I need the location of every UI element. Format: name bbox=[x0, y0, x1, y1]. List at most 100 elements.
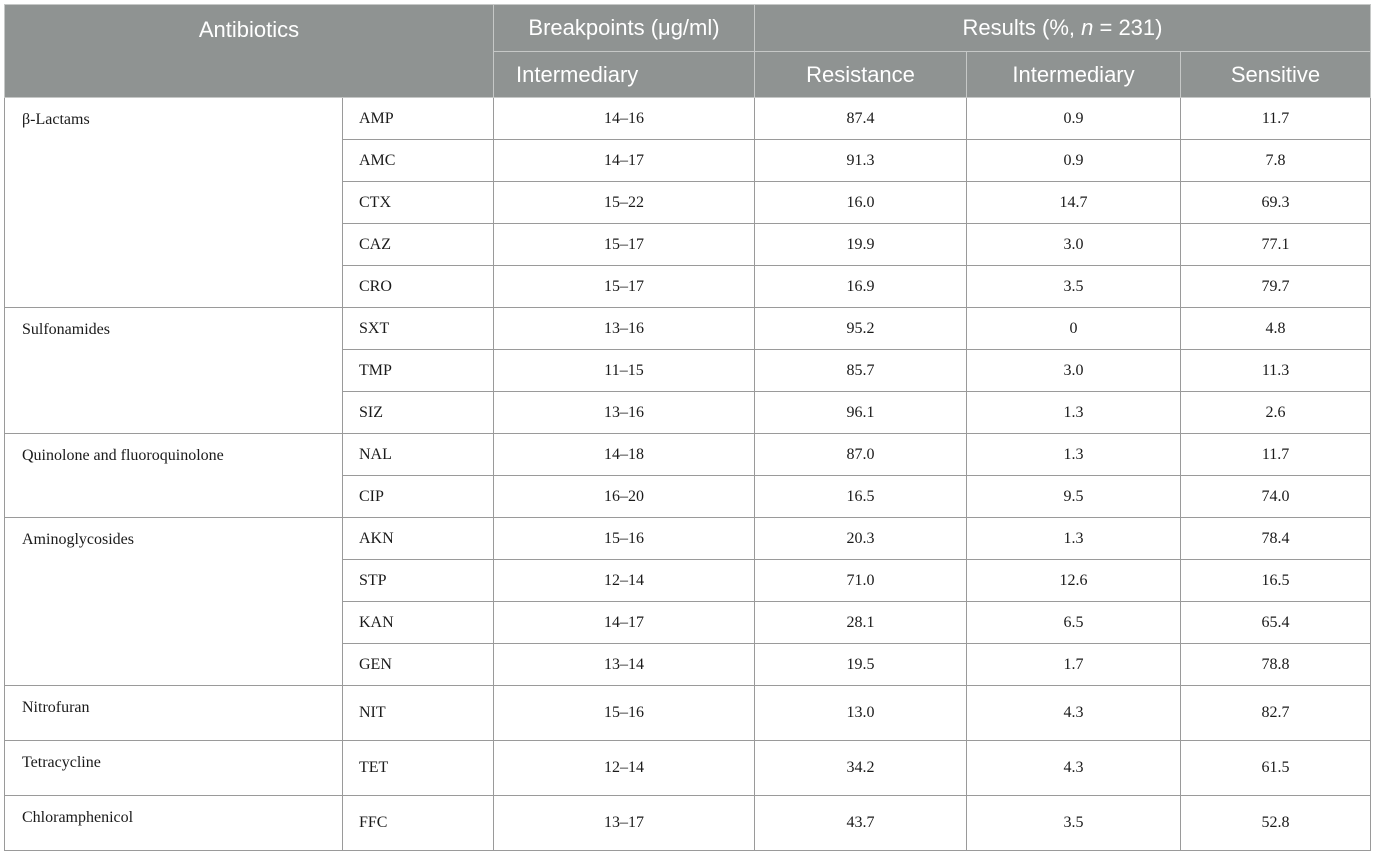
sensitive-cell: 4.8 bbox=[1179, 307, 1372, 350]
breakpoint-cell: 13–17 bbox=[493, 795, 755, 851]
resistance-cell: 34.2 bbox=[754, 740, 967, 796]
breakpoint-cell: 14–17 bbox=[493, 139, 755, 182]
antibiotic-class-cell: Tetracycline bbox=[4, 740, 343, 796]
resistance-cell: 95.2 bbox=[754, 307, 967, 350]
table-row: β-Lactams AMP 14–16 87.4 0.9 11.7 bbox=[4, 97, 1372, 308]
antibiotic-code-cell: FFC bbox=[342, 795, 494, 851]
table-row: SIZ 13–16 96.1 1.3 2.6 bbox=[5, 391, 1372, 434]
resistance-cell: 16.0 bbox=[754, 181, 967, 224]
antibiotic-class-cell: Chloramphenicol bbox=[4, 795, 343, 851]
table-row: Nitrofuran NIT 15–16 13.0 4.3 82.7 bbox=[4, 685, 1372, 741]
breakpoint-cell: 12–14 bbox=[493, 740, 755, 796]
antibiotic-code-cell: NIT bbox=[342, 685, 494, 741]
resistance-cell: 13.0 bbox=[754, 685, 967, 741]
breakpoint-cell: 16–20 bbox=[493, 475, 755, 518]
intermediary-cell: 1.3 bbox=[966, 433, 1181, 476]
breakpoint-cell: 12–14 bbox=[493, 559, 755, 602]
breakpoint-cell: 13–14 bbox=[493, 643, 755, 686]
resistance-cell: 87.0 bbox=[754, 433, 967, 476]
sensitive-cell: 61.5 bbox=[1179, 740, 1372, 796]
breakpoint-cell: 15–17 bbox=[493, 265, 755, 308]
breakpoint-cell: 11–15 bbox=[493, 349, 755, 392]
sensitive-cell: 11.7 bbox=[1179, 97, 1372, 140]
intermediary-cell: 14.7 bbox=[966, 181, 1181, 224]
breakpoint-cell: 13–16 bbox=[493, 391, 755, 434]
antibiotic-code-cell: SXT bbox=[342, 307, 494, 350]
antibiotic-code-cell: GEN bbox=[342, 643, 494, 686]
intermediary-cell: 1.7 bbox=[966, 643, 1181, 686]
table-row: CAZ 15–17 19.9 3.0 77.1 bbox=[5, 223, 1372, 266]
antibiotic-code-cell: TMP bbox=[342, 349, 494, 392]
sensitive-cell: 16.5 bbox=[1179, 559, 1372, 602]
resistance-cell: 16.5 bbox=[754, 475, 967, 518]
table-header: Antibiotics Breakpoints (μg/ml) Results … bbox=[4, 4, 1372, 98]
breakpoints-header: Breakpoints (μg/ml) bbox=[493, 4, 755, 52]
intermediary-cell: 0.9 bbox=[966, 97, 1181, 140]
antibiotic-code-cell: CAZ bbox=[342, 223, 494, 266]
breakpoint-cell: 15–17 bbox=[493, 223, 755, 266]
sensitive-cell: 78.4 bbox=[1179, 517, 1372, 560]
sensitive-cell: 82.7 bbox=[1179, 685, 1372, 741]
intermediary-cell: 12.6 bbox=[966, 559, 1181, 602]
sensitive-cell: 7.8 bbox=[1179, 139, 1372, 182]
table-row: Tetracycline TET 12–14 34.2 4.3 61.5 bbox=[4, 740, 1372, 796]
antibiotic-code-cell: AKN bbox=[342, 517, 494, 560]
antibiotic-code-cell: AMP bbox=[342, 97, 494, 140]
intermediary-cell: 3.5 bbox=[966, 795, 1181, 851]
resistance-cell: 43.7 bbox=[754, 795, 967, 851]
antibiotic-class-cell: Sulfonamides bbox=[4, 307, 343, 434]
antibiotic-code-cell: KAN bbox=[342, 601, 494, 644]
intermediary-cell: 3.5 bbox=[966, 265, 1181, 308]
sensitive-cell: 52.8 bbox=[1179, 795, 1372, 851]
sensitive-cell: 69.3 bbox=[1179, 181, 1372, 224]
breakpoint-cell: 14–17 bbox=[493, 601, 755, 644]
intermediary-cell: 9.5 bbox=[966, 475, 1181, 518]
antibiotic-class-cell: Quinolone and fluoroquinolone bbox=[4, 433, 343, 518]
intermediary-header: Intermediary bbox=[966, 51, 1181, 98]
resistance-cell: 28.1 bbox=[754, 601, 967, 644]
intermediary-cell: 3.0 bbox=[966, 349, 1181, 392]
antibiotic-code-cell: CRO bbox=[342, 265, 494, 308]
sensitive-cell: 11.7 bbox=[1179, 433, 1372, 476]
intermediary-cell: 3.0 bbox=[966, 223, 1181, 266]
table-row: GEN 13–14 19.5 1.7 78.8 bbox=[5, 643, 1372, 686]
intermediary-cell: 1.3 bbox=[966, 391, 1181, 434]
breakpoint-cell: 15–16 bbox=[493, 517, 755, 560]
sensitive-cell: 77.1 bbox=[1179, 223, 1372, 266]
antibiotic-class-cell: β-Lactams bbox=[4, 97, 343, 308]
resistance-cell: 96.1 bbox=[754, 391, 967, 434]
antibiotic-class-cell: Aminoglycosides bbox=[4, 517, 343, 686]
results-suffix: = 231) bbox=[1093, 15, 1163, 40]
table-row: AMC 14–17 91.3 0.9 7.8 bbox=[5, 139, 1372, 182]
breakpoint-cell: 15–16 bbox=[493, 685, 755, 741]
results-header: Results (%, n = 231) bbox=[753, 4, 1372, 52]
sensitive-header: Sensitive bbox=[1179, 51, 1372, 98]
sensitive-cell: 79.7 bbox=[1179, 265, 1372, 308]
antibiotic-code-cell: CIP bbox=[342, 475, 494, 518]
antibiotic-susceptibility-table: Antibiotics Breakpoints (μg/ml) Results … bbox=[4, 4, 1372, 851]
antibiotic-code-cell: TET bbox=[342, 740, 494, 796]
antibiotic-code-cell: CTX bbox=[342, 181, 494, 224]
sensitive-cell: 11.3 bbox=[1179, 349, 1372, 392]
table-row: CRO 15–17 16.9 3.5 79.7 bbox=[5, 265, 1372, 308]
results-prefix: Results (%, bbox=[962, 15, 1082, 40]
intermediary-cell: 0.9 bbox=[966, 139, 1181, 182]
resistance-cell: 71.0 bbox=[754, 559, 967, 602]
table-row: KAN 14–17 28.1 6.5 65.4 bbox=[5, 601, 1372, 644]
sensitive-cell: 78.8 bbox=[1179, 643, 1372, 686]
resistance-header: Resistance bbox=[754, 51, 967, 98]
intermediary-breakpoint-header: Intermediary bbox=[493, 51, 755, 98]
breakpoint-cell: 15–22 bbox=[493, 181, 755, 224]
sensitive-cell: 65.4 bbox=[1179, 601, 1372, 644]
resistance-cell: 19.9 bbox=[754, 223, 967, 266]
intermediary-cell: 1.3 bbox=[966, 517, 1181, 560]
antibiotic-code-cell: SIZ bbox=[342, 391, 494, 434]
table-row: CTX 15–22 16.0 14.7 69.3 bbox=[5, 181, 1372, 224]
table-row: Chloramphenicol FFC 13–17 43.7 3.5 52.8 bbox=[4, 795, 1372, 851]
table-row: Quinolone and fluoroquinolone NAL 14–18 87.… bbox=[4, 433, 1372, 518]
resistance-cell: 91.3 bbox=[754, 139, 967, 182]
resistance-cell: 20.3 bbox=[754, 517, 967, 560]
resistance-cell: 19.5 bbox=[754, 643, 967, 686]
antibiotic-code-cell: AMC bbox=[342, 139, 494, 182]
antibiotic-class-cell: Nitrofuran bbox=[4, 685, 343, 741]
